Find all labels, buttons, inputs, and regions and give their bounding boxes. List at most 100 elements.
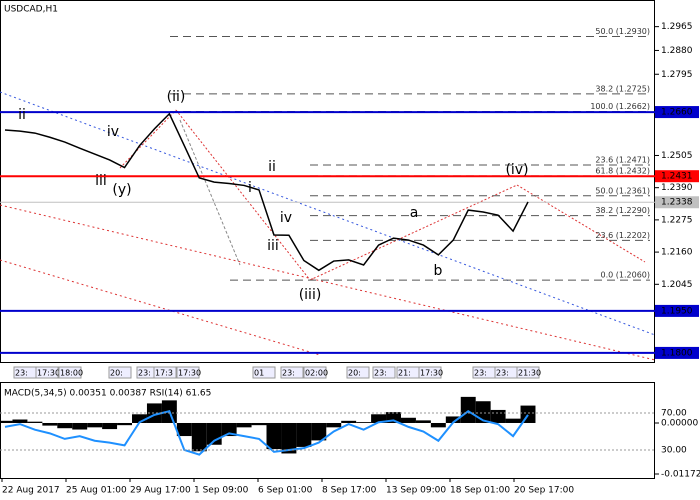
x-tick-label: 8 Sep 17:00 (322, 486, 377, 496)
wave-line (516, 184, 646, 263)
wave-line (175, 109, 311, 281)
fib-label: 50.0 (1.2361) (595, 186, 650, 195)
time-mark: 20: (348, 369, 361, 378)
y2-tick-label: 70.00 (661, 409, 687, 419)
time-mark: 18:00 (60, 369, 83, 378)
time-mark: 20: (110, 369, 123, 378)
time-mark: 02:00 (305, 369, 328, 378)
price-line (4, 112, 529, 272)
fib-label: 61.8 (1.2432) (595, 166, 650, 175)
time-mark: 01 (254, 369, 264, 378)
macd-bar (505, 418, 521, 423)
x-tick-label: 6 Sep 01:00 (258, 486, 313, 496)
macd-bar (400, 417, 416, 423)
wave-label: iv (280, 210, 292, 226)
time-mark: 17:30 (37, 369, 60, 378)
level-box (655, 346, 699, 359)
macd-bar (356, 422, 372, 423)
wave-label: iii (95, 173, 107, 189)
y-tick-label: 1.2275 (661, 215, 693, 225)
y-tick-label: 0.00000 (661, 418, 698, 428)
time-mark-box (280, 366, 304, 379)
x-tick-label: 13 Sep 09:00 (386, 486, 446, 496)
macd-bar (490, 409, 506, 423)
macd-bar (251, 422, 267, 426)
macd-bar (176, 422, 192, 437)
y-tick-label: 1.2160 (661, 248, 693, 258)
macd-bar (87, 422, 103, 428)
macd-bar (0, 420, 13, 423)
wave-label: b (434, 263, 443, 279)
time-mark-box (252, 366, 276, 379)
y-tick-label: 1.2045 (661, 280, 693, 290)
wave-label: iii (267, 238, 279, 254)
wave-label: iv (107, 124, 119, 140)
time-mark: 23: (374, 369, 387, 378)
y-tick-label: 1.2795 (661, 70, 693, 80)
time-mark: 21:30 (518, 369, 541, 378)
macd-bar (281, 422, 297, 454)
macd-bar (191, 422, 207, 452)
x-tick-label: 1 Sep 09:00 (194, 486, 249, 496)
time-mark-box (108, 366, 132, 379)
x-tick-label: 22 Aug 2017 (2, 486, 60, 496)
level-label: 1.1950 (661, 306, 693, 316)
time-mark-box (346, 366, 370, 379)
fib-label: 23.6 (1.2202) (595, 231, 650, 240)
trend-line (0, 91, 656, 336)
y-tick-label: -0.01172 (661, 469, 700, 479)
y2-tick-label: 30.00 (661, 445, 687, 455)
wave-label: a (410, 205, 419, 221)
macd-bar (266, 422, 282, 450)
time-mark-box (153, 366, 177, 379)
macd-bar (371, 414, 387, 423)
fib-label: 50.0 (1.2930) (595, 27, 650, 36)
y-tick-label: 1.2390 (661, 183, 693, 193)
macd-bar (460, 396, 476, 423)
time-mark: 23: (282, 369, 295, 378)
time-mark: 17:30 (420, 369, 443, 378)
macd-bar (57, 422, 73, 429)
level-label: 1.2338 (661, 198, 693, 208)
wave-label: i (248, 180, 252, 196)
level-box (655, 196, 699, 209)
wave-label: (ii) (167, 89, 186, 105)
time-mark: 17:3 (155, 369, 173, 378)
time-mark: 23: (138, 369, 151, 378)
time-mark-box (303, 366, 327, 379)
level-box (655, 304, 699, 317)
time-mark-box (516, 366, 540, 379)
macd-bar (386, 412, 401, 423)
wave-label: (y) (112, 182, 131, 198)
macd-bar (146, 403, 162, 423)
wave-label: ii (268, 159, 276, 175)
y-tick-label: 1.2880 (661, 46, 693, 56)
level-box (655, 106, 699, 119)
level-label: 1.2660 (661, 108, 693, 118)
macd-bar (520, 405, 536, 423)
time-mark: 23: (474, 369, 487, 378)
y-tick-label: 1.2505 (661, 151, 693, 161)
fib-label: 38.2 (1.2290) (595, 206, 650, 215)
macd-bar (221, 422, 237, 437)
x-tick-label: 25 Aug 01:00 (66, 486, 127, 496)
time-mark-box (418, 366, 442, 379)
level-label: 1.1800 (661, 348, 693, 358)
macd-bar (415, 420, 431, 423)
time-mark-box (35, 366, 59, 379)
x-tick-label: 18 Sep 01:00 (450, 486, 510, 496)
macd-bar (42, 422, 58, 426)
fib-label: 100.0 (1.2662) (590, 102, 650, 111)
level-label: 1.2431 (661, 172, 693, 182)
time-mark-box (58, 366, 82, 379)
y-tick-label: 1.2965 (661, 22, 693, 32)
indicator-panel (0, 382, 655, 479)
wave-label: ii (18, 107, 26, 123)
x-tick-label: 20 Sep 17:00 (514, 486, 574, 496)
time-mark: 23: (15, 369, 28, 378)
wave-label: (iv) (505, 162, 528, 178)
chart-title: USDCAD,H1 (4, 5, 58, 15)
macd-bar (296, 422, 312, 447)
wave-line (119, 109, 177, 169)
level-box (655, 170, 699, 183)
